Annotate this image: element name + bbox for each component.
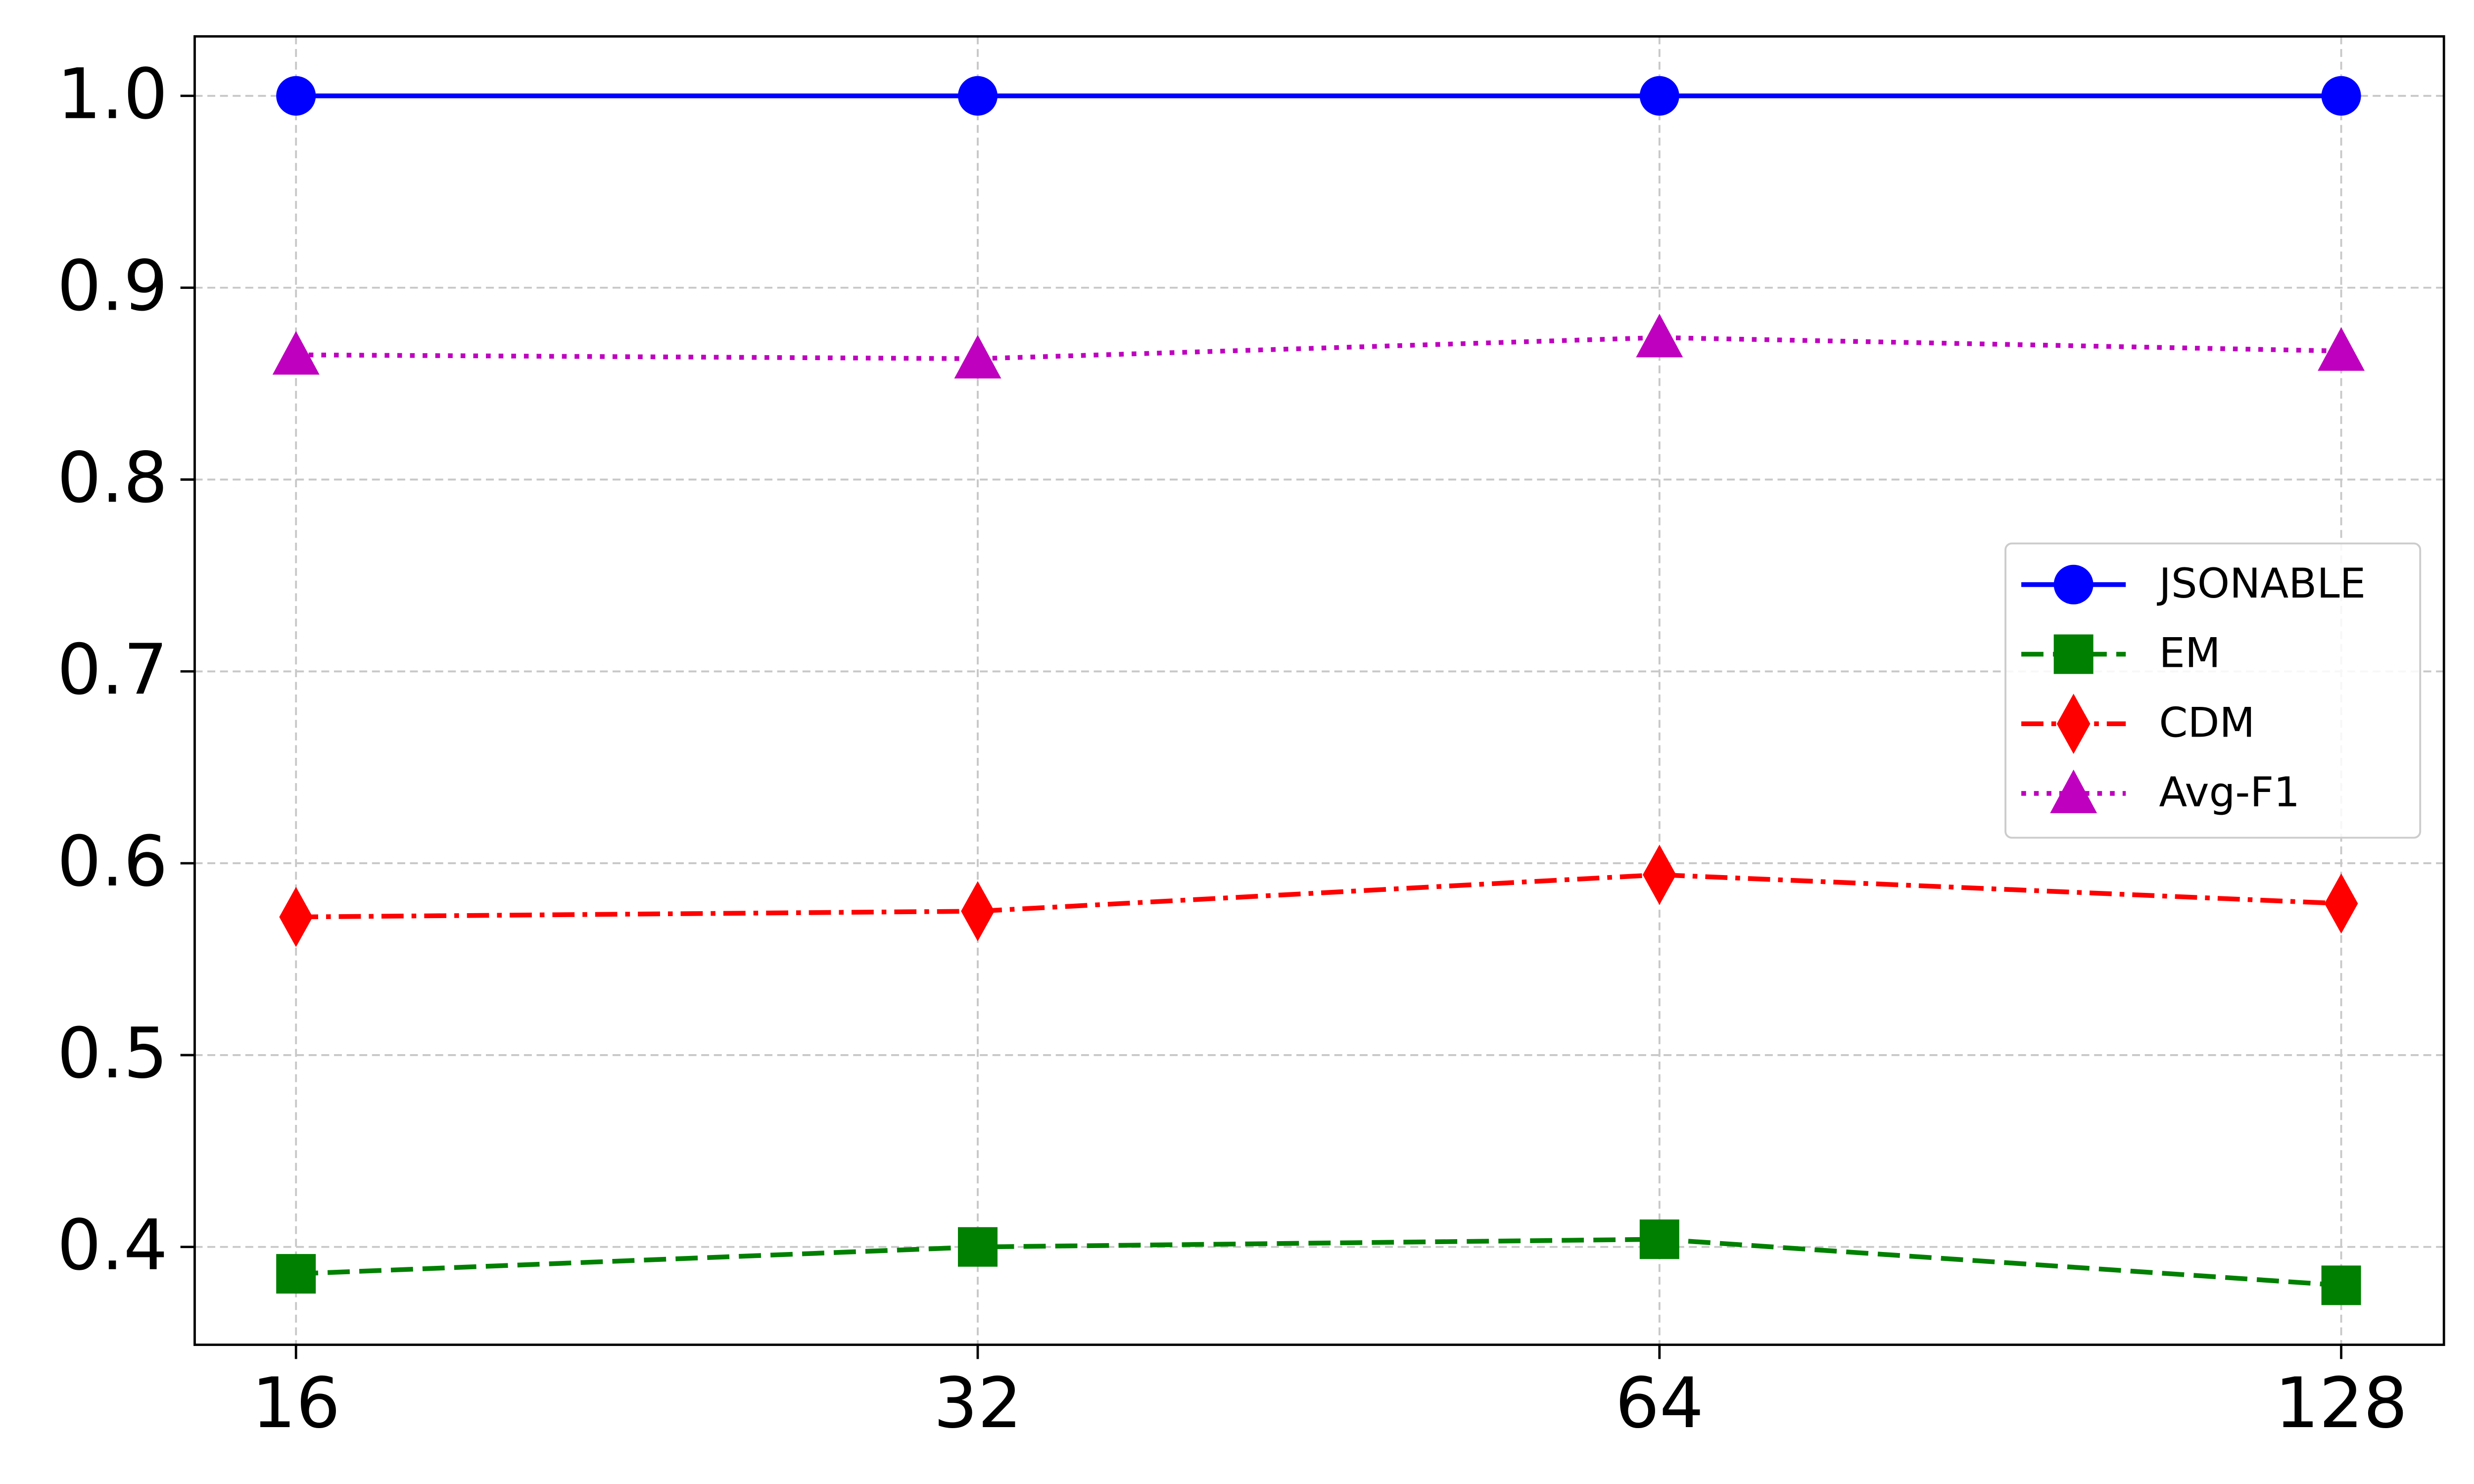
series-line [296, 335, 2341, 361]
marker [2321, 1265, 2361, 1305]
marker [958, 1227, 998, 1267]
x-tick-label: 128 [2275, 1363, 2408, 1444]
y-tick-label: 0.9 [57, 246, 168, 327]
legend-label: EM [2159, 629, 2220, 677]
marker [279, 886, 313, 947]
legend-label: Avg-F1 [2159, 768, 2300, 816]
marker [954, 334, 1001, 379]
marker [2050, 769, 2097, 813]
marker [2053, 564, 2093, 604]
series-line [296, 872, 2341, 920]
marker [1642, 844, 1676, 905]
marker [1636, 314, 1683, 358]
marker [958, 76, 998, 116]
y-tick-label: 0.6 [57, 821, 168, 902]
legend-label: JSONABLE [2156, 559, 2366, 607]
x-tick-label: 32 [933, 1363, 1022, 1444]
x-tick-label: 16 [252, 1363, 340, 1444]
marker [1639, 76, 1679, 116]
y-tick-label: 0.4 [57, 1205, 168, 1286]
legend-label: CDM [2159, 698, 2255, 746]
legend-box [2004, 542, 2422, 839]
x-tick-label: 64 [1615, 1363, 1704, 1444]
marker [2318, 327, 2365, 371]
marker [2321, 76, 2361, 116]
marker [272, 331, 320, 375]
marker [961, 881, 995, 941]
y-tick-label: 0.5 [57, 1013, 168, 1094]
marker [276, 1254, 316, 1294]
marker [1639, 1219, 1679, 1259]
y-tick-label: 1.0 [57, 54, 168, 135]
y-tick-label: 0.7 [57, 629, 168, 710]
series-line [296, 1237, 2341, 1288]
marker [2324, 873, 2358, 934]
marker [2056, 694, 2091, 754]
plot-frame [193, 35, 2445, 1346]
marker [276, 76, 316, 116]
marker [2053, 634, 2093, 674]
y-tick-label: 0.8 [57, 437, 168, 518]
